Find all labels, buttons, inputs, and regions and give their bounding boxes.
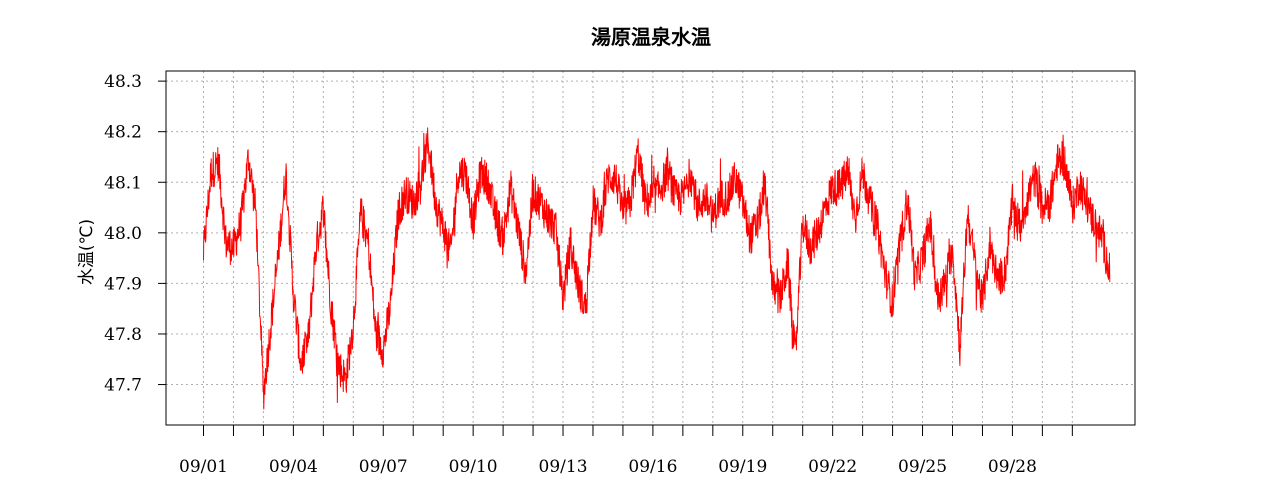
plot-frame (165, 70, 1136, 426)
y-tick-label: 47.8 (104, 325, 142, 345)
x-tick-label: 09/16 (628, 457, 677, 477)
x-tick-label: 09/25 (898, 457, 947, 477)
series-layer (203, 127, 1111, 410)
x-tick-label: 09/19 (718, 457, 767, 477)
grid (166, 71, 1135, 425)
y-tick-label: 48.3 (104, 72, 142, 92)
x-tick-label: 09/28 (988, 457, 1037, 477)
x-tick-label: 09/22 (808, 457, 857, 477)
x-tick-label: 09/01 (179, 457, 228, 477)
y-tick-label: 48.2 (104, 123, 142, 143)
y-axis: 47.7 47.8 47.9 48.0 48.1 48.2 48.3 (104, 72, 166, 396)
y-tick-label: 47.7 (104, 376, 142, 396)
x-tick-label: 09/07 (359, 457, 408, 477)
chart-title: 湯原温泉水温 (591, 25, 711, 49)
y-tick-label: 47.9 (104, 274, 142, 294)
x-tick-label: 09/10 (449, 457, 498, 477)
x-tick-label: 09/04 (269, 457, 318, 477)
x-axis: 09/01 09/04 09/07 09/10 09/13 09/16 09/19 09/22… (179, 425, 1073, 477)
y-tick-label: 48.0 (104, 224, 142, 244)
x-tick-label: 09/13 (539, 457, 588, 477)
series-line (203, 127, 1111, 410)
y-axis-title: 水温(℃) (77, 219, 97, 285)
y-tick-label: 48.1 (104, 173, 142, 193)
